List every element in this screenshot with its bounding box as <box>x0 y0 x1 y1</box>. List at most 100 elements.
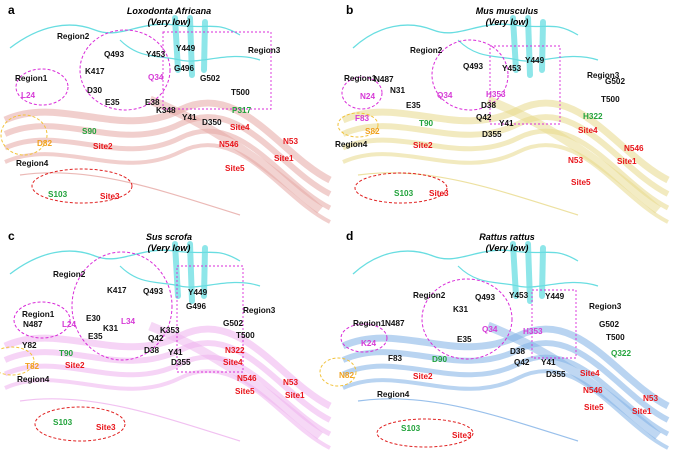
residue-label: Q34 <box>482 325 498 334</box>
region-outline <box>337 112 379 138</box>
residue-label: L24 <box>21 91 36 100</box>
residue-label: K31 <box>103 324 118 333</box>
residue-label: Region3 <box>243 306 276 315</box>
residue-label: Q493 <box>143 287 163 296</box>
residue-label: N546 <box>237 374 257 383</box>
residue-label: F83 <box>388 354 403 363</box>
residue-label: Y41 <box>168 348 183 357</box>
residue-label: N487 <box>23 320 43 329</box>
residue-label: Site1 <box>274 154 294 163</box>
residue-label: H353 <box>486 90 506 99</box>
residue-label: Y41 <box>499 119 514 128</box>
ace2-ribbon <box>9 241 261 304</box>
region-outline <box>341 76 383 110</box>
residue-label: Site4 <box>580 369 600 378</box>
residue-label: N546 <box>583 386 603 395</box>
region3-box <box>176 265 244 373</box>
residue-label: E35 <box>105 98 120 107</box>
receptor-helix <box>341 321 670 450</box>
panel-c: c Sus scrofa(Very low) Region2 Y449 K417 Q493… <box>0 229 332 450</box>
region-outline <box>34 406 126 442</box>
residue-label: D90 <box>432 355 447 364</box>
residue-label: D38 <box>144 346 159 355</box>
panel-subtitle: (Very low) <box>148 243 191 253</box>
panel-a: a Loxodonta Africana(Very low) Region2 Regi… <box>0 3 332 224</box>
panel-letter: d <box>346 229 353 243</box>
residue-label: G502 <box>223 319 243 328</box>
residue-label: Site1 <box>617 157 637 166</box>
residue-label: Y449 <box>176 44 196 53</box>
residue-label: S82 <box>365 127 380 136</box>
residue-label: L34 <box>121 317 136 326</box>
panel-subtitle: (Very low) <box>486 17 529 27</box>
residue-label: Q34 <box>148 73 164 82</box>
residue-label: S90 <box>82 127 97 136</box>
residue-label: Site2 <box>413 141 433 150</box>
panel-title: Mus musculus <box>476 6 539 16</box>
panel-title: Rattus rattus <box>479 232 535 242</box>
residue-label: N82 <box>339 371 354 380</box>
residue-label: Q42 <box>514 358 530 367</box>
residue-label: Q493 <box>475 293 495 302</box>
region-outline <box>431 39 509 111</box>
residue-label: Site1 <box>632 407 652 416</box>
residue-label: Site5 <box>235 387 255 396</box>
residue-label: Region3 <box>587 71 620 80</box>
region-outline <box>421 278 513 360</box>
residue-label: Q493 <box>463 62 483 71</box>
ace2-ribbon <box>352 241 599 304</box>
region-outline <box>319 357 357 387</box>
residue-label: Region2 <box>410 46 443 55</box>
residue-label: Site3 <box>452 431 472 440</box>
receptor-helix <box>3 321 332 450</box>
panel-title: Sus scrofa <box>146 232 192 242</box>
residue-label: Region4 <box>335 140 368 149</box>
region-outline <box>71 251 173 361</box>
residue-label: Y449 <box>525 56 545 65</box>
residue-label: Region1 <box>22 310 55 319</box>
ace2-ribbon <box>9 15 261 78</box>
residue-label: D355 <box>482 130 502 139</box>
residue-label: Y41 <box>182 113 197 122</box>
region3-box <box>162 31 272 110</box>
residue-label: Q322 <box>611 349 631 358</box>
residue-label: E35 <box>88 332 103 341</box>
residue-label: N31 <box>390 86 405 95</box>
residue-label: E30 <box>86 314 101 323</box>
region-outline <box>31 168 133 204</box>
residue-label: E35 <box>406 101 421 110</box>
region-outline <box>0 346 35 376</box>
residue-label: N53 <box>643 394 658 403</box>
residue-label: T500 <box>601 95 620 104</box>
residue-label: D355 <box>171 358 191 367</box>
residue-label: N53 <box>568 156 583 165</box>
residue-label: Site5 <box>571 178 591 187</box>
residue-label: Region1 <box>344 74 377 83</box>
region-outline <box>13 301 71 339</box>
residue-label: Region2 <box>53 270 86 279</box>
region-outline <box>15 68 69 106</box>
residue-label: Region3 <box>248 46 281 55</box>
panel-subtitle: (Very low) <box>148 17 191 27</box>
residue-label: N546 <box>219 140 239 149</box>
residue-label: D38 <box>510 347 525 356</box>
residue-label: T82 <box>25 362 40 371</box>
panel-title: Loxodonta Africana <box>127 6 211 16</box>
residue-label: Region4 <box>16 159 49 168</box>
residue-label: N322 <box>225 346 245 355</box>
panel-letter: b <box>346 3 353 17</box>
residue-label: G496 <box>186 302 206 311</box>
residue-label: D350 <box>202 118 222 127</box>
residue-label: Y453 <box>146 50 166 59</box>
residue-label: H322 <box>583 112 603 121</box>
residue-label: Site3 <box>96 423 116 432</box>
residue-label: Y41 <box>541 358 556 367</box>
residue-label: Region4 <box>17 375 50 384</box>
residue-label: T500 <box>231 88 250 97</box>
residue-label: F83 <box>355 114 370 123</box>
residue-label: S103 <box>53 418 73 427</box>
panel-letter: a <box>8 3 15 17</box>
residue-label: Region1 <box>15 74 48 83</box>
region-outline <box>79 29 171 111</box>
